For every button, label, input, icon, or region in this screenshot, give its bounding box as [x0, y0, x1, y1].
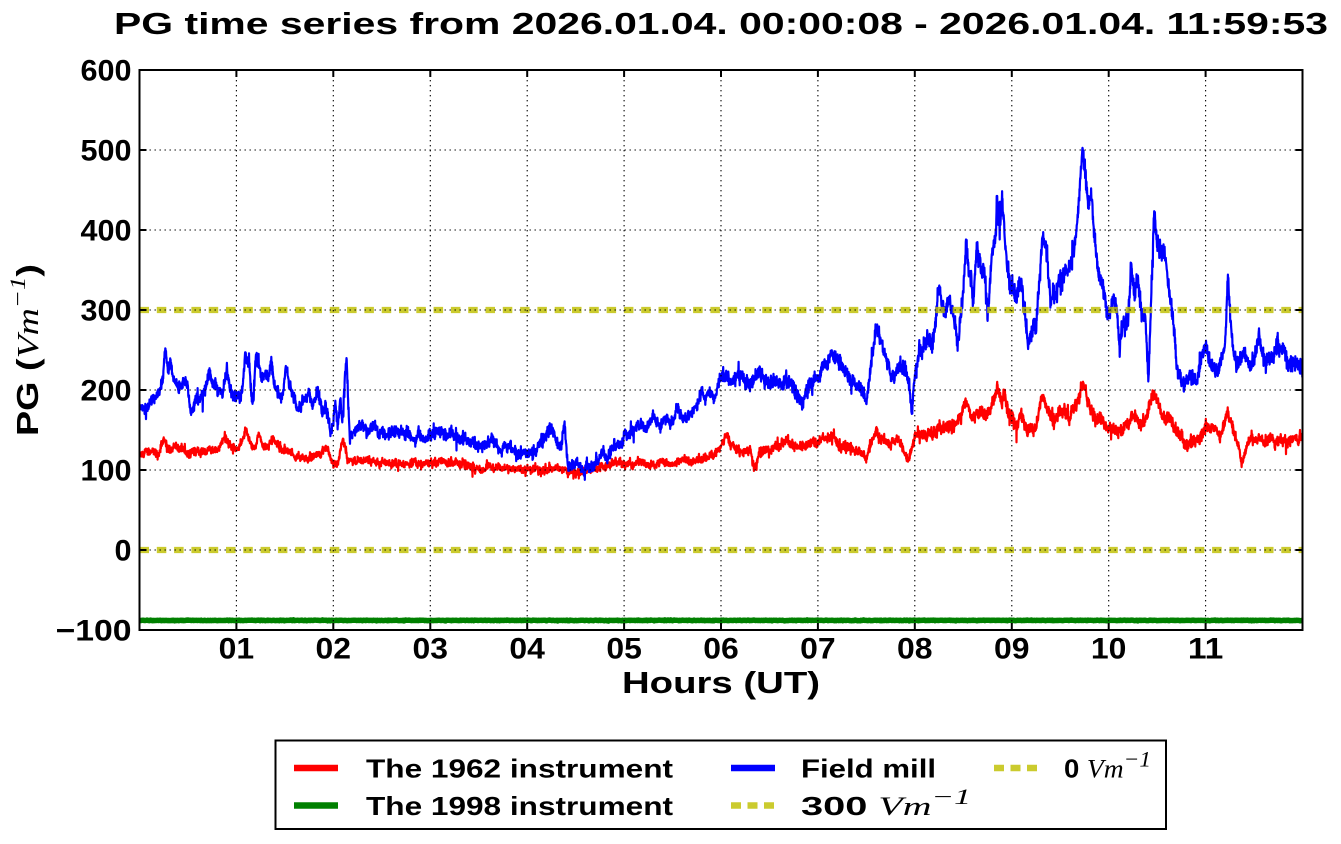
svg-text:07: 07 — [800, 633, 836, 666]
svg-text:100: 100 — [81, 454, 132, 487]
svg-text:11: 11 — [1188, 633, 1224, 666]
svg-text:02: 02 — [316, 633, 352, 666]
svg-text:200: 200 — [81, 374, 132, 407]
svg-text:PG time series from 2026.01.04: PG time series from 2026.01.04. 00:00:08… — [114, 6, 1328, 41]
svg-text:Field mill: Field mill — [801, 754, 936, 784]
svg-text:300: 300 — [81, 294, 132, 327]
svg-text:Hours (UT): Hours (UT) — [622, 665, 820, 700]
svg-text:400: 400 — [81, 214, 132, 247]
svg-text:08: 08 — [897, 633, 933, 666]
svg-text:0: 0 — [115, 534, 132, 567]
svg-text:500: 500 — [81, 134, 132, 167]
svg-text:06: 06 — [703, 633, 739, 666]
svg-text:The 1998 instrument: The 1998 instrument — [366, 791, 673, 821]
svg-text:The 1962 instrument: The 1962 instrument — [366, 754, 673, 784]
svg-text:09: 09 — [994, 633, 1030, 666]
svg-text:05: 05 — [606, 633, 642, 666]
svg-text:600: 600 — [81, 54, 132, 87]
svg-text:10: 10 — [1091, 633, 1127, 666]
svg-text:−100: −100 — [56, 614, 132, 647]
svg-text:04: 04 — [509, 633, 545, 666]
svg-text:03: 03 — [413, 633, 449, 666]
svg-text:0 Vm−1: 0 Vm−1 — [1064, 747, 1151, 784]
svg-text:01: 01 — [219, 633, 255, 666]
